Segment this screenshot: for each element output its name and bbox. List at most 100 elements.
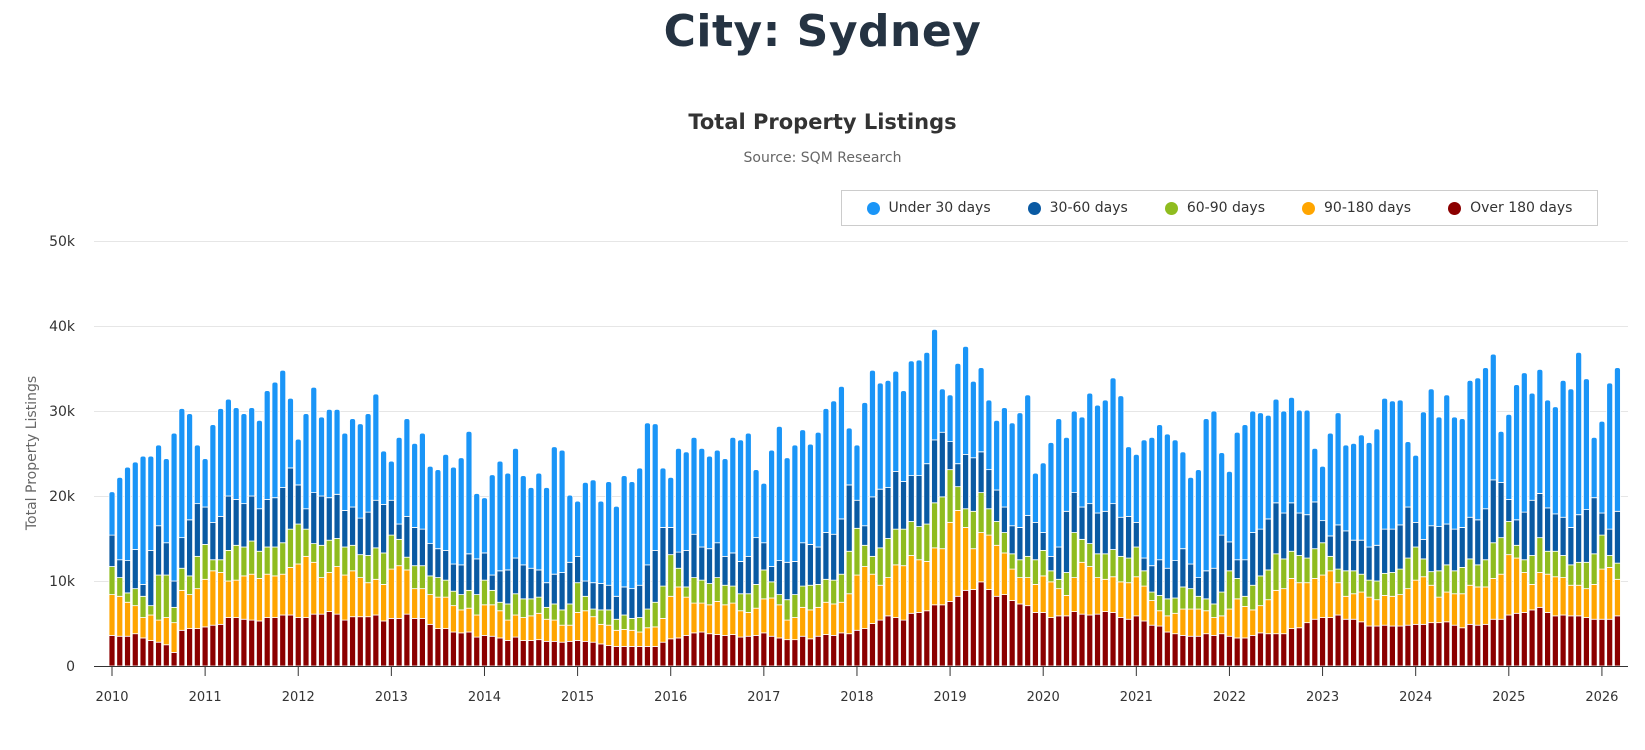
bar-segment-under-30-days[interactable] <box>791 444 799 562</box>
bar-segment-90-180-days[interactable] <box>993 544 1001 597</box>
bar-stack[interactable] <box>1086 392 1094 667</box>
bar-segment-60-90-days[interactable] <box>768 581 775 599</box>
bar-segment-over-180-days[interactable] <box>450 631 457 667</box>
bar-stack[interactable] <box>977 367 985 667</box>
bar-segment-60-90-days[interactable] <box>512 593 519 616</box>
bar-segment-30-60-days[interactable] <box>1373 544 1381 582</box>
bar-segment-90-180-days[interactable] <box>201 578 209 628</box>
bar-stack[interactable] <box>519 475 527 667</box>
bar-stack[interactable] <box>783 457 791 667</box>
bar-stack[interactable] <box>1466 380 1474 667</box>
bar-stack[interactable] <box>550 446 558 667</box>
bar-segment-30-60-days[interactable] <box>1032 521 1039 561</box>
bar-segment-60-90-days[interactable] <box>1280 558 1288 590</box>
bar-segment-under-30-days[interactable] <box>279 369 287 488</box>
bar-segment-60-90-days[interactable] <box>543 606 550 620</box>
bar-segment-30-60-days[interactable] <box>256 508 263 552</box>
bar-segment-over-180-days[interactable] <box>1497 618 1505 667</box>
bar-segment-30-60-days[interactable] <box>589 582 597 610</box>
bar-segment-60-90-days[interactable] <box>1257 575 1264 607</box>
bar-segment-over-180-days[interactable] <box>387 618 395 667</box>
bar-segment-60-90-days[interactable] <box>124 592 131 603</box>
bar-segment-under-30-days[interactable] <box>310 386 318 493</box>
bar-segment-30-60-days[interactable] <box>263 498 271 548</box>
bar-segment-30-60-days[interactable] <box>1047 555 1055 572</box>
bar-segment-under-30-days[interactable] <box>333 408 341 495</box>
bar-segment-30-60-days[interactable] <box>1350 539 1357 572</box>
bar-segment-90-180-days[interactable] <box>651 626 659 647</box>
bar-segment-30-60-days[interactable] <box>1342 530 1350 572</box>
bar-segment-under-30-days[interactable] <box>1241 424 1249 561</box>
bar-segment-60-90-days[interactable] <box>465 589 473 609</box>
bar-segment-30-60-days[interactable] <box>1063 510 1070 573</box>
bar-stack[interactable] <box>481 497 488 667</box>
bar-segment-90-180-days[interactable] <box>605 624 613 647</box>
legend-item-over-180[interactable]: Over 180 days <box>1448 200 1572 216</box>
bar-segment-60-90-days[interactable] <box>1435 570 1443 598</box>
bar-segment-90-180-days[interactable] <box>380 584 388 622</box>
bar-stack[interactable] <box>1288 397 1295 667</box>
bar-stack[interactable] <box>1117 395 1125 667</box>
bar-stack[interactable] <box>1280 410 1288 667</box>
bar-segment-under-30-days[interactable] <box>1125 446 1132 517</box>
bar-segment-30-60-days[interactable] <box>907 475 915 522</box>
bar-segment-over-180-days[interactable] <box>1342 618 1350 667</box>
bar-segment-60-90-days[interactable] <box>1614 562 1621 580</box>
bar-segment-30-60-days[interactable] <box>108 534 116 567</box>
bar-stack[interactable] <box>744 432 752 667</box>
bar-segment-90-180-days[interactable] <box>1520 572 1528 613</box>
bar-segment-90-180-days[interactable] <box>147 614 155 641</box>
bar-segment-60-90-days[interactable] <box>1373 580 1381 601</box>
bar-segment-60-90-days[interactable] <box>496 601 504 612</box>
bar-stack[interactable] <box>737 439 744 667</box>
bar-segment-under-30-days[interactable] <box>1257 412 1264 530</box>
bar-segment-30-60-days[interactable] <box>1583 509 1590 563</box>
bar-segment-over-180-days[interactable] <box>147 640 155 667</box>
bar-segment-60-90-days[interactable] <box>1513 544 1520 559</box>
bar-segment-90-180-days[interactable] <box>620 629 628 647</box>
bar-segment-90-180-days[interactable] <box>775 604 783 639</box>
bar-segment-60-90-days[interactable] <box>1520 559 1528 573</box>
bar-segment-under-30-days[interactable] <box>442 453 450 551</box>
bar-segment-under-30-days[interactable] <box>861 402 869 527</box>
bar-segment-60-90-days[interactable] <box>1016 559 1024 579</box>
bar-segment-under-30-days[interactable] <box>1396 399 1404 526</box>
bar-segment-60-90-days[interactable] <box>993 521 1001 546</box>
bar-segment-under-30-days[interactable] <box>954 363 962 465</box>
bar-segment-30-60-days[interactable] <box>775 560 783 595</box>
bar-segment-under-30-days[interactable] <box>869 369 876 498</box>
bar-segment-30-60-days[interactable] <box>713 542 721 578</box>
bar-segment-over-180-days[interactable] <box>1249 635 1257 667</box>
bar-segment-30-60-days[interactable] <box>279 487 287 544</box>
bar-segment-over-180-days[interactable] <box>1606 618 1614 667</box>
bar-segment-over-180-days[interactable] <box>263 617 271 667</box>
bar-stack[interactable] <box>721 458 729 667</box>
bar-segment-30-60-days[interactable] <box>465 553 473 591</box>
bar-stack[interactable] <box>1063 436 1070 667</box>
bar-segment-under-30-days[interactable] <box>434 469 442 550</box>
bar-segment-90-180-days[interactable] <box>713 601 721 635</box>
bar-segment-30-60-days[interactable] <box>1365 546 1373 581</box>
bar-segment-over-180-days[interactable] <box>341 619 349 667</box>
bar-segment-90-180-days[interactable] <box>1567 584 1575 617</box>
bar-segment-under-30-days[interactable] <box>1505 414 1513 500</box>
bar-segment-under-30-days[interactable] <box>1140 439 1148 559</box>
bar-segment-60-90-days[interactable] <box>217 559 225 573</box>
bar-segment-60-90-days[interactable] <box>721 584 729 606</box>
bar-segment-30-60-days[interactable] <box>884 487 892 539</box>
bar-segment-over-180-days[interactable] <box>1008 600 1016 667</box>
bar-stack[interactable] <box>1559 380 1567 667</box>
bar-segment-30-60-days[interactable] <box>1412 521 1420 548</box>
bar-stack[interactable] <box>931 329 938 667</box>
bar-segment-under-30-days[interactable] <box>232 407 240 500</box>
bar-segment-under-30-days[interactable] <box>876 382 884 490</box>
bar-segment-90-180-days[interactable] <box>1427 584 1435 624</box>
bar-segment-30-60-days[interactable] <box>1039 532 1047 551</box>
bar-segment-over-180-days[interactable] <box>488 635 496 667</box>
bar-stack[interactable] <box>636 467 644 667</box>
bar-segment-30-60-days[interactable] <box>325 497 333 541</box>
bar-stack[interactable] <box>620 475 628 667</box>
bar-segment-90-180-days[interactable] <box>1125 582 1132 620</box>
bar-segment-over-180-days[interactable] <box>1443 621 1451 667</box>
bar-segment-60-90-days[interactable] <box>884 538 892 578</box>
